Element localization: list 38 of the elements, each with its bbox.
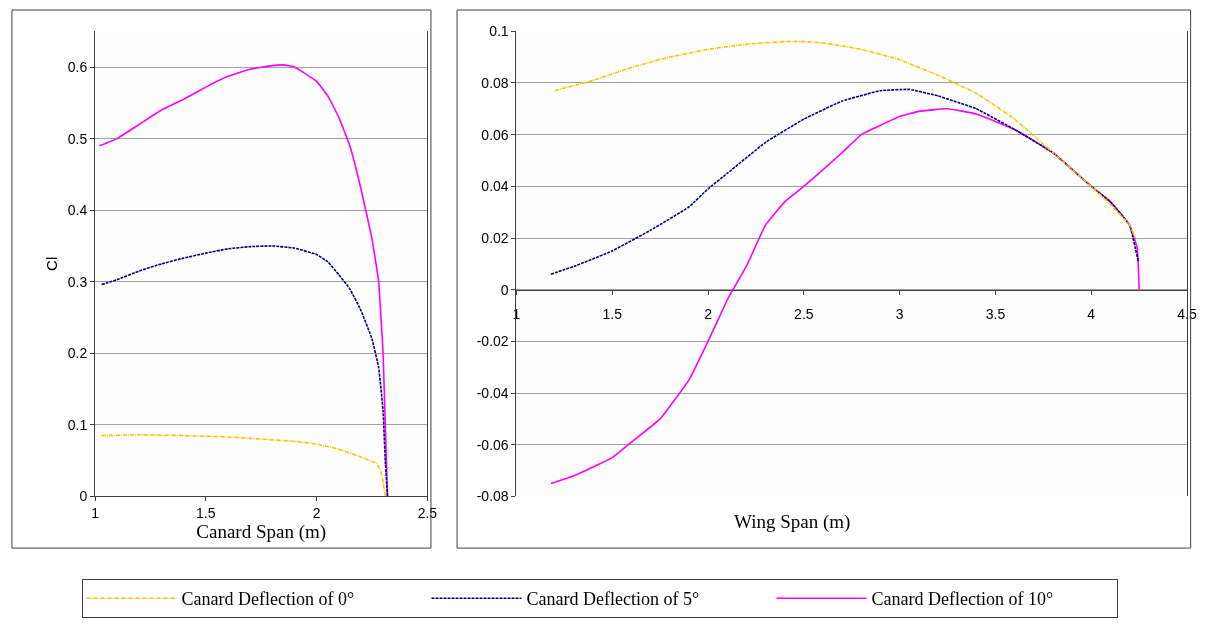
x-tick-label: 2.5 bbox=[417, 505, 438, 522]
y-tick-label: 0.02 bbox=[481, 229, 509, 246]
y-tick-label: 0.08 bbox=[481, 74, 509, 91]
x-tick-label: 3.5 bbox=[985, 306, 1006, 323]
y-tick-label: 0.06 bbox=[481, 126, 509, 143]
y-tick-label: -0.02 bbox=[476, 333, 509, 350]
x-tick-label: 1.5 bbox=[196, 505, 216, 522]
y-tick-label: 0.2 bbox=[67, 345, 88, 362]
y-tick-label: 0.6 bbox=[67, 58, 88, 75]
y-tick-label: 0.1 bbox=[67, 416, 88, 433]
y-tick-label: -0.06 bbox=[476, 436, 509, 453]
y-axis-title: Cl bbox=[43, 256, 61, 271]
x-tick-label: 1.5 bbox=[602, 306, 623, 323]
y-tick-label: 0 bbox=[79, 488, 88, 505]
y-tick-label: -0.04 bbox=[476, 384, 509, 401]
x-tick-label: 2 bbox=[312, 505, 321, 522]
x-tick-label: 2 bbox=[704, 306, 713, 323]
legend-label: Canard Deflection of 0° bbox=[181, 589, 355, 610]
y-tick-label: 0.3 bbox=[67, 273, 88, 290]
x-axis-title: Wing Span (m) bbox=[734, 511, 851, 533]
line-series bbox=[550, 108, 1140, 485]
y-tick-label: 0 bbox=[500, 281, 509, 298]
x-tick-label: 3 bbox=[895, 306, 904, 323]
line-series bbox=[100, 434, 387, 497]
y-tick-label: 0.5 bbox=[67, 130, 88, 147]
x-axis-title: Canard Span (m) bbox=[196, 521, 327, 544]
legend-label: Canard Deflection of 10° bbox=[871, 589, 1054, 610]
x-tick-label: 1 bbox=[91, 505, 100, 522]
x-tick-label: 4 bbox=[1087, 306, 1096, 323]
legend-label: Canard Deflection of 5° bbox=[526, 589, 700, 610]
line-series bbox=[553, 40, 1137, 239]
x-tick-label: 2.5 bbox=[794, 306, 814, 323]
y-tick-label: 0.04 bbox=[481, 178, 509, 195]
y-tick-label: 0.4 bbox=[67, 202, 88, 219]
line-series bbox=[550, 88, 1139, 275]
y-tick-label: 0.1 bbox=[489, 23, 509, 40]
y-tick-label: -0.08 bbox=[476, 488, 509, 505]
line-series bbox=[100, 245, 389, 497]
